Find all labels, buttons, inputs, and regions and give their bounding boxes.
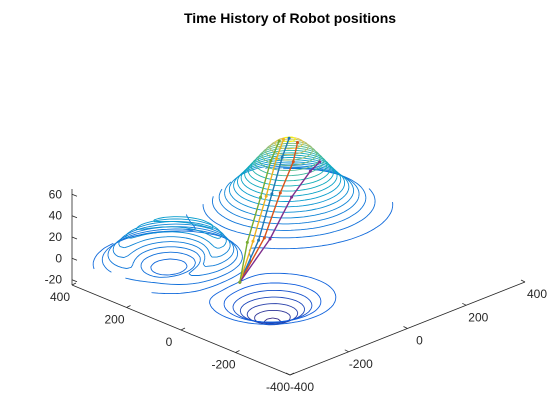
z-tick-mark: [71, 257, 78, 261]
contour-line: [223, 282, 322, 323]
x-tick-label: 400: [527, 287, 547, 301]
robot-path-point: [245, 240, 249, 244]
z-tick-mark: [71, 215, 78, 219]
y-tick-label: 400: [50, 290, 70, 304]
x-tick-label: 200: [468, 310, 488, 324]
robot-path-point: [278, 191, 282, 195]
x-tick-mark: [344, 349, 349, 353]
robot-path-point: [270, 192, 274, 196]
robot-path-point: [280, 155, 284, 159]
contour-line: [125, 163, 350, 249]
robot-path-point: [257, 238, 261, 242]
robot-path-point: [290, 195, 294, 199]
robot-path-point: [268, 237, 272, 241]
robot-path-point: [264, 194, 268, 198]
contour-line: [107, 168, 367, 276]
x-tick-mark: [462, 302, 467, 306]
contour-line: [101, 167, 376, 285]
robot-path-point: [275, 157, 278, 160]
z-tick-mark: [71, 279, 78, 283]
contour-line: [244, 154, 335, 192]
x-tick-mark: [403, 326, 408, 329]
contour-surface: [92, 136, 394, 326]
y-tick-mark: [180, 327, 186, 331]
contour-line: [118, 165, 355, 258]
robot-path-point: [296, 141, 299, 144]
x-tick-label: -400: [290, 380, 314, 394]
contour-line: [209, 272, 337, 325]
robot-path-point: [269, 159, 273, 163]
robot-path-point: [291, 160, 295, 164]
x-tick-mark: [520, 279, 526, 283]
y-tick-mark: [126, 305, 131, 308]
robot-path-point: [238, 280, 242, 284]
robot-path-point: [287, 136, 291, 140]
z-tick-mark: [71, 236, 78, 240]
x-tick-label: 0: [416, 334, 423, 348]
z-tick-label: 40: [49, 209, 63, 223]
y-tick-label: -200: [211, 358, 235, 372]
y-tick-label: -400: [266, 380, 290, 394]
y-tick-mark: [71, 282, 77, 286]
y-tick-mark: [235, 350, 240, 353]
x-tick-label: -200: [349, 357, 373, 371]
z-tick-mark: [71, 193, 78, 197]
robot-path-point: [262, 236, 266, 240]
contour-line: [265, 140, 314, 161]
z-tick-label: 60: [49, 187, 63, 201]
robot-path-point: [251, 239, 255, 243]
z-tick-label: 0: [55, 251, 62, 265]
robot-path-point: [318, 160, 322, 164]
y-tick-label: 200: [104, 313, 124, 327]
x-tick-mark: [285, 372, 291, 376]
robot-path-point: [277, 139, 281, 143]
z-tick-label: -20: [45, 273, 63, 287]
chart-title: Time History of Robot positions: [184, 10, 396, 26]
robot-path-point: [259, 195, 263, 199]
z-tick-label: 20: [49, 230, 63, 244]
robot-path-point: [282, 137, 285, 141]
robot-path-point: [308, 169, 312, 173]
y-tick-mark: [289, 372, 295, 376]
y-tick-label: 0: [166, 335, 173, 349]
robot-paths: [238, 136, 322, 284]
